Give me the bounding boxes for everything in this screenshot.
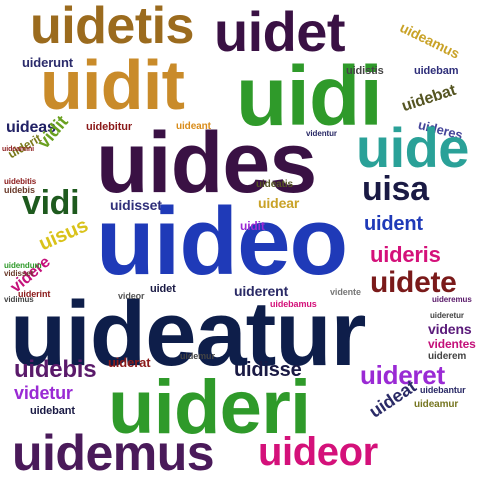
word-uiderat: uiderat <box>108 355 151 370</box>
word-uides: uides <box>96 115 317 211</box>
word-uidet-small: uidet <box>150 283 176 295</box>
word-vidente: vidente <box>330 287 361 297</box>
word-uidemus: uidemus <box>12 425 215 481</box>
word-uideri: uideri <box>108 365 311 450</box>
word-uidistis: uidistis <box>346 65 384 77</box>
word-uideatur: uideatur <box>10 283 366 385</box>
word-uiderint: uiderint <box>18 289 51 299</box>
word-uident: uident <box>364 213 423 235</box>
word-uidebis: uidebis <box>14 356 97 383</box>
word-uidear: uidear <box>258 195 300 211</box>
word-uidit-small: uidit <box>240 219 265 233</box>
word-uideret: uideret <box>360 360 445 390</box>
word-videns: videns <box>428 321 472 337</box>
word-vidisset: vidisset <box>4 269 34 278</box>
word-uidi: uidi <box>236 49 383 143</box>
word-uidebis-small: uidebis <box>4 185 35 195</box>
word-uidebitis: uidebitis <box>4 177 37 186</box>
word-uide: uide <box>356 116 469 179</box>
word-uideamur: uideamur <box>414 399 459 410</box>
word-uidetis: uidetis <box>30 0 194 55</box>
word-uideatis: uideatis <box>256 179 293 190</box>
word-uiderem: uiderem <box>428 351 467 362</box>
word-uiderunt: uiderunt <box>22 55 73 70</box>
word-vidi: vidi <box>22 184 80 222</box>
word-uidebam: uidebam <box>414 65 459 77</box>
word-uidisset: uidisset <box>110 197 162 213</box>
word-uidendum: uidendum <box>4 261 42 270</box>
word-uidit-large: uidit <box>40 46 185 124</box>
word-videtur: videtur <box>14 383 73 403</box>
word-videntes: videntes <box>428 337 476 351</box>
word-uidisse: uidisse <box>234 359 302 381</box>
word-uidebantur: uidebantur <box>420 385 466 395</box>
word-uiderent: uiderent <box>234 283 289 299</box>
word-uideas: uideas <box>6 119 56 136</box>
word-uideant: uideant <box>176 121 211 132</box>
word-uideor: uideor <box>258 430 378 474</box>
word-uidebamus: uidebamus <box>270 299 317 309</box>
word-uideremus: uideremus <box>432 295 472 304</box>
word-uidebitur: uidebitur <box>86 121 133 133</box>
word-videntur: videntur <box>306 129 337 138</box>
word-uidebant: uidebant <box>30 405 75 417</box>
word-vidimus: vidimus <box>4 295 34 304</box>
word-uidet: uidet <box>214 0 346 63</box>
word-uidebat: uidebat <box>399 81 458 116</box>
word-uisa: uisa <box>362 170 429 208</box>
word-uideo: uideo <box>96 188 348 295</box>
word-uidete: uidete <box>370 266 457 299</box>
word-uideris: uideris <box>370 242 441 267</box>
word-uideamus: uideamus <box>397 19 463 62</box>
word-uideretur: uideretur <box>430 311 464 320</box>
word-uideamini: uideamini <box>2 146 35 153</box>
word-videor: videor <box>118 291 145 301</box>
word-uidemur: uidemur <box>180 351 215 361</box>
